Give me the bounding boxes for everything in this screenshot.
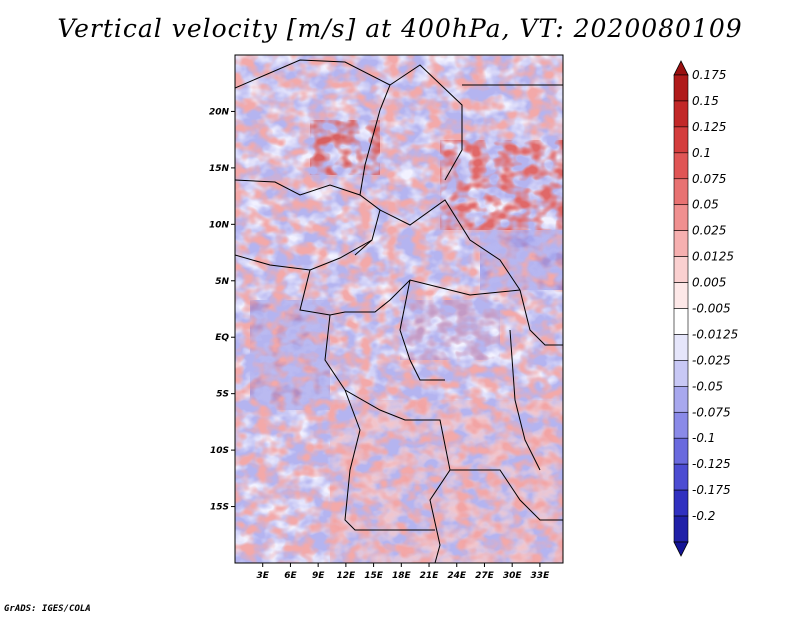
lon-tick-label: 9E [312,571,325,581]
lon-tick-label: 3E [257,571,270,581]
colorbar-swatch [673,437,689,465]
latitude-axis: 20N 15N 10N 5N EQ 5S 10S 15S [209,107,235,513]
colorbar-swatch [673,178,689,206]
colorbar-swatch [673,230,689,257]
colorbar-label: 0.075 [692,172,726,186]
lon-tick-label: 24E [447,571,467,581]
colorbar-label: -0.025 [692,353,731,367]
colorbar-label: 0.15 [692,94,719,108]
plot-title: Vertical velocity [m/s] at 400hPa, VT: 2… [57,14,743,43]
lat-tick-label: 15N [209,164,230,174]
colorbar-label: 0.125 [692,120,726,134]
lat-tick-label: 5S [216,390,229,400]
colorbar-swatch [673,204,689,231]
colorbar-swatch [673,386,689,413]
colorbar-swatch [673,100,689,128]
colorbar-swatch [673,308,689,335]
colorbar-label: -0.075 [692,405,731,419]
colorbar-label: -0.1 [692,431,715,445]
lon-tick-label: 27E [475,571,495,581]
colorbar-swatch [673,489,689,517]
longitude-axis: 3E 6E 9E 12E 15E 18E 21E 24E 27E 30E 33E [257,563,551,581]
colorbar-bottom-arrow [673,541,689,557]
lon-tick-label: 21E [420,571,440,581]
colorbar-label: -0.0125 [692,327,738,341]
colorbar-swatch [673,74,689,102]
lat-tick-label: EQ [215,333,229,343]
lon-tick-label: 33E [531,571,551,581]
colorbar-label: -0.05 [692,379,723,393]
colorbar-swatch [673,152,689,180]
colorbar-label: 0.005 [692,276,726,290]
colorbar-top-arrow [673,60,689,76]
colorbar-swatch [673,256,689,283]
colorbar-label: -0.2 [692,509,715,523]
colorbar-label: 0.175 [692,68,726,82]
colorbar-swatch [673,334,689,361]
lat-tick-label: 10N [209,220,230,230]
lon-tick-label: 30E [503,571,523,581]
colorbar-label: 0.025 [692,224,726,238]
lon-tick-label: 15E [364,571,384,581]
colorbar-swatch [673,360,689,387]
lat-tick-label: 20N [209,107,230,117]
colorbar-swatch [673,463,689,491]
colorbar-swatch [673,411,689,439]
colorbar-label: 0.1 [692,146,711,160]
lat-tick-label: 10S [210,446,229,456]
map-frame [234,54,564,564]
colorbar-label: 0.05 [692,198,719,212]
colorbar-label: -0.005 [692,302,731,316]
grads-credit: GrADS: IGES/COLA [4,604,91,614]
lon-tick-label: 12E [337,571,357,581]
lat-tick-label: 15S [210,503,229,513]
lon-tick-label: 6E [284,571,297,581]
colorbar-label: -0.175 [692,483,731,497]
colorbar-swatch [673,515,689,543]
vertical-velocity-field [235,55,563,563]
lat-tick-label: 5N [215,277,229,287]
lon-tick-label: 18E [392,571,412,581]
colorbar-label: 0.0125 [692,250,734,264]
colorbar-label: -0.125 [692,457,731,471]
colorbar-swatch [673,126,689,154]
colorbar-swatch [673,282,689,309]
country-borders [235,59,563,563]
